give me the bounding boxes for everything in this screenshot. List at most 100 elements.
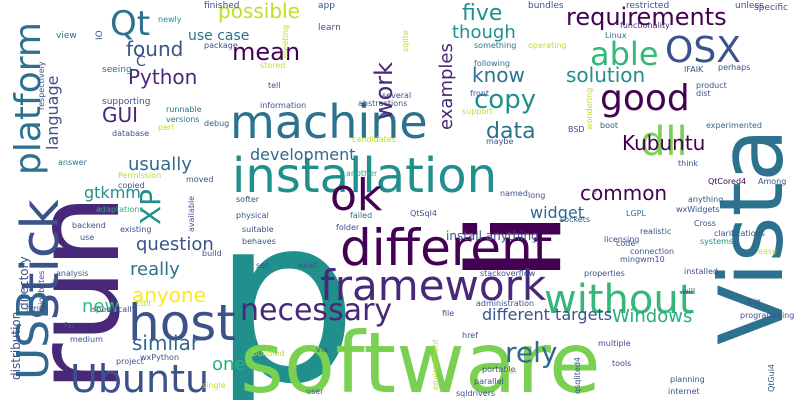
word-long: long — [528, 191, 545, 200]
word-widget: widget — [530, 203, 584, 222]
word-stored: stored — [260, 61, 285, 70]
word-specifically: specifically — [92, 305, 137, 314]
word-another: another — [346, 169, 378, 178]
word-qtgui4: QtGui4 — [767, 364, 776, 392]
word-perhaps: perhaps — [718, 63, 750, 72]
word-different: different — [340, 219, 552, 277]
word-backend: backend — [72, 221, 106, 230]
word-work: work — [370, 62, 398, 120]
word-different-targets: different targets — [482, 305, 612, 324]
word-kubuntu: Kubuntu — [622, 131, 705, 155]
word-file: file — [442, 309, 454, 318]
word-use-case: use case — [188, 28, 249, 44]
word-python: Python — [128, 65, 197, 89]
word-exist: exist — [298, 261, 317, 270]
word-dist: dist — [696, 89, 711, 98]
word-bundled: bundled — [252, 349, 285, 358]
word-usually: usually — [128, 154, 192, 175]
word-vista: Vista — [700, 128, 800, 345]
word-analysis: analysis — [56, 269, 88, 278]
word-necessary: necessary — [240, 293, 392, 328]
word-wondering: wondering — [585, 88, 594, 130]
word-directory: directory — [17, 256, 31, 310]
word-similar: similar — [132, 331, 200, 355]
word-qtcored4: QtCored4 — [708, 177, 746, 186]
word-found: found — [126, 37, 183, 61]
word-mingwm10: mingwm10 — [620, 255, 665, 264]
word-platform: platform — [8, 22, 49, 175]
word-maybe: maybe — [486, 137, 514, 146]
word-href: href — [462, 331, 478, 340]
word-licensing: licensing — [604, 235, 639, 244]
word-know: know — [472, 63, 525, 87]
word-candidates: candidates — [352, 135, 396, 144]
word-wxwidgets: wxWidgets — [676, 205, 720, 214]
word-copied: copied — [118, 181, 145, 190]
word-runnable: runnable — [166, 105, 202, 114]
word-far: far — [64, 321, 76, 330]
word-unless: unless — [735, 1, 764, 11]
word-qt: Qt — [110, 4, 150, 44]
word-suitable: suitable — [242, 225, 274, 234]
word-mean: mean — [232, 38, 300, 66]
word-among: Among — [758, 177, 786, 186]
word-possible: possible — [218, 0, 300, 23]
word-set: set — [256, 261, 268, 270]
word-use: use — [80, 233, 94, 242]
word-qsqlited4: qsqlited4 — [573, 357, 582, 394]
word-installed: installed — [684, 267, 718, 276]
word-stick: stick — [11, 199, 71, 320]
word-machine: machine — [230, 95, 428, 149]
word-behaves: behaves — [242, 237, 276, 246]
word-meeting: meeting — [281, 25, 290, 58]
word-code: code — [616, 239, 635, 248]
word-io: IO — [95, 30, 105, 40]
word-one: one — [212, 354, 246, 375]
word-user: user — [306, 387, 324, 396]
word-question: question — [136, 234, 214, 255]
word-linux: Linux — [605, 31, 627, 40]
word-good: good — [600, 78, 690, 119]
word-following: following — [474, 59, 510, 68]
word-app: app — [318, 1, 335, 11]
word-think: think — [678, 159, 699, 168]
word-little: little — [26, 305, 44, 314]
word-product: product — [696, 81, 727, 90]
word-five: five — [462, 1, 502, 26]
word-abstractions: abstractions — [358, 99, 407, 108]
word-learn: learn — [318, 23, 341, 33]
word-systems: systems — [700, 237, 733, 246]
word-front: front — [470, 89, 489, 98]
word-parallel: parallel — [474, 377, 504, 386]
word-rely: rely — [505, 336, 557, 369]
word-debug: debug — [204, 119, 229, 128]
word-data: data — [486, 119, 536, 144]
word-li: li — [442, 211, 591, 282]
word-realistic: realistic — [640, 227, 671, 236]
word-environment: environment — [431, 339, 440, 390]
word-lgpl: LGPL — [626, 209, 646, 218]
word-permission: Permission — [118, 171, 161, 180]
word-install-anything: install anything — [446, 229, 539, 243]
word-perl: perl — [158, 123, 174, 132]
word-restricted: restricted — [626, 1, 669, 11]
word-support: support — [462, 107, 493, 116]
word-without: without — [544, 277, 694, 323]
word-finished: finished — [204, 1, 240, 11]
word-newly: newly — [158, 15, 182, 24]
word-gtkmm: gtkmm — [84, 183, 141, 202]
word-anything: anything — [688, 195, 723, 204]
word-ok: ok — [330, 170, 383, 221]
word-functionality: functionality — [620, 21, 670, 30]
word-medium: medium — [70, 335, 103, 344]
word-something: something — [474, 41, 516, 50]
word-administration: administration — [476, 299, 534, 308]
word-tools: tools — [612, 359, 631, 368]
word-answer: answer — [58, 158, 88, 167]
word-software: software — [240, 314, 601, 400]
word-moved: moved — [186, 175, 213, 184]
word-able: able — [590, 35, 659, 73]
word-build: build — [202, 249, 222, 258]
word-via: via — [316, 345, 328, 354]
